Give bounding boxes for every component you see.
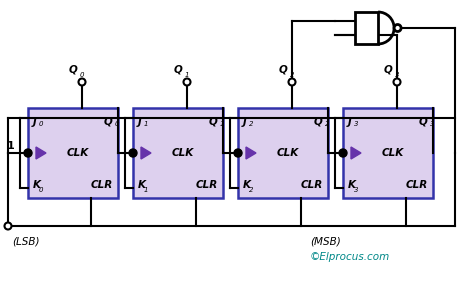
Bar (238, 108, 328, 198)
Bar (343, 108, 433, 198)
Text: CLR: CLR (91, 180, 113, 190)
Text: 1: 1 (185, 72, 190, 78)
Polygon shape (351, 147, 361, 159)
Text: CLK: CLK (66, 148, 89, 158)
Text: 3: 3 (354, 121, 358, 127)
Circle shape (24, 149, 32, 157)
Text: ©Elprocus.com: ©Elprocus.com (310, 252, 390, 262)
Text: Q: Q (314, 117, 323, 127)
Text: CLK: CLK (276, 148, 299, 158)
Circle shape (4, 222, 11, 230)
Text: J: J (243, 117, 247, 127)
Polygon shape (246, 147, 256, 159)
Text: 1: 1 (144, 187, 148, 193)
Text: Q: Q (384, 64, 393, 74)
Text: 2: 2 (249, 121, 254, 127)
Text: 2: 2 (290, 72, 294, 78)
Text: J: J (138, 117, 142, 127)
Circle shape (129, 149, 137, 157)
Text: CLR: CLR (196, 180, 218, 190)
Circle shape (393, 78, 401, 85)
Bar (355, 12, 378, 44)
Polygon shape (36, 147, 46, 159)
Text: 3: 3 (395, 72, 400, 78)
Text: K: K (348, 180, 356, 190)
Text: Q: Q (419, 117, 428, 127)
Text: Q: Q (279, 64, 288, 74)
Circle shape (394, 25, 401, 32)
Polygon shape (141, 147, 151, 159)
Circle shape (79, 78, 85, 85)
Text: Q: Q (209, 117, 218, 127)
Circle shape (234, 149, 242, 157)
Text: 3: 3 (430, 121, 435, 127)
Text: 1: 1 (7, 141, 15, 151)
Text: CLK: CLK (382, 148, 404, 158)
Bar (133, 108, 223, 198)
Text: 3: 3 (354, 187, 358, 193)
Text: J: J (348, 117, 352, 127)
Text: 0: 0 (39, 121, 44, 127)
Text: K: K (243, 180, 251, 190)
Text: 1: 1 (144, 121, 148, 127)
Text: 2: 2 (249, 187, 254, 193)
Text: CLR: CLR (301, 180, 323, 190)
Text: CLR: CLR (406, 180, 428, 190)
Text: 0: 0 (39, 187, 44, 193)
Circle shape (289, 78, 295, 85)
Text: 0: 0 (115, 121, 119, 127)
Text: J: J (33, 117, 37, 127)
Text: 2: 2 (325, 121, 329, 127)
Text: Q: Q (104, 117, 113, 127)
Text: Q: Q (174, 64, 183, 74)
Circle shape (339, 149, 347, 157)
Text: (LSB): (LSB) (12, 236, 39, 246)
Text: K: K (33, 180, 41, 190)
Text: Q: Q (69, 64, 78, 74)
Bar (28, 108, 118, 198)
Text: (MSB): (MSB) (310, 236, 341, 246)
Text: CLK: CLK (172, 148, 193, 158)
Text: 1: 1 (220, 121, 225, 127)
Text: K: K (138, 180, 146, 190)
Circle shape (183, 78, 191, 85)
Text: 0: 0 (80, 72, 84, 78)
